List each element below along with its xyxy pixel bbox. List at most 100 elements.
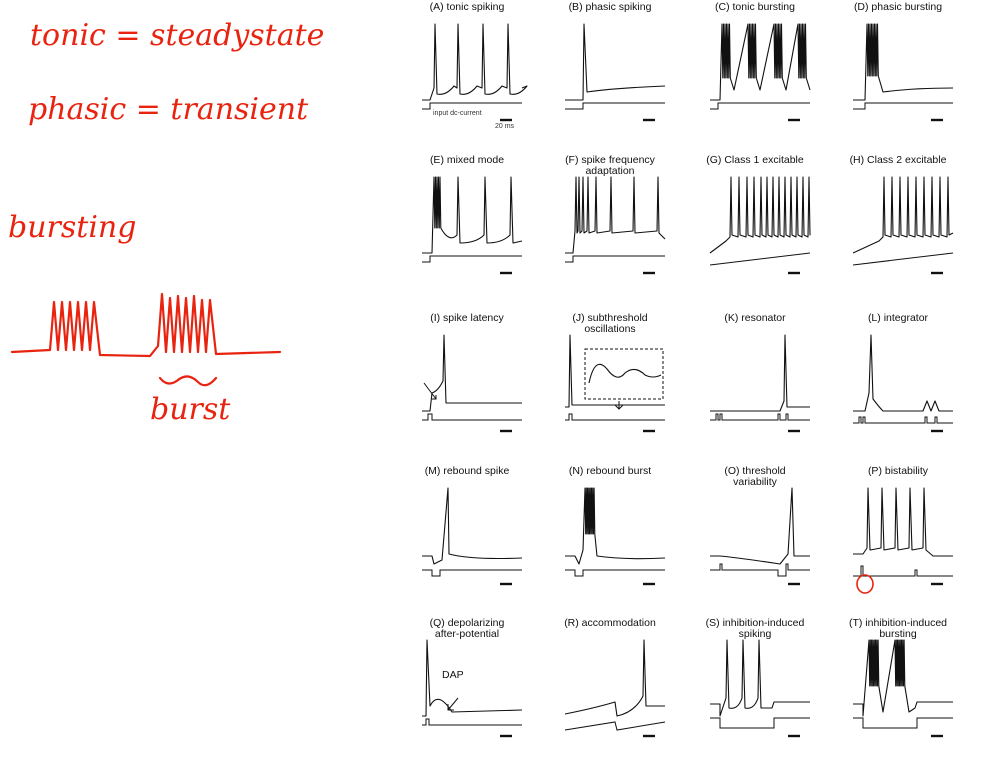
membrane-potential-trace [852, 176, 954, 254]
membrane-potential-trace [710, 639, 810, 717]
dap-arrow [447, 697, 459, 711]
panel-title: (C) tonic bursting [715, 1, 795, 13]
panel-title: (E) mixed mode [429, 154, 505, 166]
membrane-potential-trace [710, 487, 810, 565]
panel-trace-svg [564, 639, 666, 738]
panel-J: (J) subthreshold oscillations [540, 313, 680, 463]
panel-trace-svg [422, 639, 523, 738]
membrane-potential-trace [710, 23, 811, 101]
panel-B: (B) phasic spiking [540, 2, 680, 152]
panel-trace-svg [422, 334, 522, 433]
membrane-potential-trace [422, 23, 528, 101]
input-current-trace [710, 717, 810, 729]
input-current-trace [710, 413, 810, 421]
panel-F: (F) spike frequency adaptation [540, 155, 680, 305]
input-current-trace [853, 102, 953, 110]
input-current-trace [565, 413, 665, 421]
panel-title: (K) resonator [724, 312, 786, 324]
panel-trace-svg [565, 176, 666, 275]
input-current-trace [852, 252, 954, 266]
panel-trace-svg [852, 176, 954, 275]
input-current-trace [853, 565, 953, 577]
panel-E: (E) mixed mode [397, 155, 537, 305]
panel-title: (Q) depolarizing after-potential [429, 617, 505, 640]
panel-trace-svg [565, 334, 665, 433]
panel-title: (R) accommodation [564, 617, 656, 629]
panel-trace-svg [422, 176, 523, 275]
panel-trace-svg [709, 176, 811, 275]
panel-title: (M) rebound spike [424, 465, 510, 477]
panel-L: (L) integrator [828, 313, 968, 463]
panel-title: (I) spike latency [430, 312, 504, 324]
membrane-potential-trace [564, 639, 665, 717]
panel-title: (F) spike frequency adaptation [565, 154, 655, 177]
membrane-potential-trace [565, 23, 666, 101]
panel-trace-svg [853, 487, 953, 594]
panel-trace-svg [422, 487, 523, 586]
panel-S: (S) inhibition-induced spiking [685, 618, 825, 768]
panel-trace-svg [710, 23, 811, 122]
membrane-potential-trace [710, 334, 810, 412]
membrane-potential-trace [565, 334, 665, 408]
panel-A: (A) tonic spiking input dc-current 20 ms [397, 2, 537, 152]
input-current-trace [710, 102, 810, 110]
latency-arrow [423, 382, 437, 400]
inset-arrow [614, 401, 624, 410]
panel-Q: (Q) depolarizing after-potential DAP [397, 618, 537, 768]
panel-trace-svg [853, 23, 954, 122]
input-current-trace [422, 569, 522, 577]
input-current-trace [422, 413, 522, 421]
panel-title: (P) bistability [867, 465, 929, 477]
panel-P: (P) bistability [828, 466, 968, 616]
panel-I: (I) spike latency [397, 313, 537, 463]
panel-trace-svg [565, 487, 666, 586]
panel-T: (T) inhibition-induced bursting [828, 618, 968, 768]
note-phasic: phasic = transient [28, 92, 309, 127]
membrane-potential-trace [853, 639, 953, 717]
panel-trace-svg [565, 23, 666, 122]
panel-title: (B) phasic spiking [568, 1, 652, 13]
inset-box [584, 348, 664, 400]
panel-title: (O) threshold variability [724, 465, 786, 488]
note-burst: burst [150, 392, 231, 427]
scale-label: 20 ms [495, 123, 515, 130]
panel-title: (G) Class 1 excitable [706, 154, 804, 166]
membrane-potential-trace [565, 176, 666, 254]
input-current-trace [422, 718, 522, 726]
panel-trace-svg [422, 23, 528, 122]
panel-trace-svg [853, 639, 953, 738]
input-current-trace [422, 102, 522, 110]
input-current-trace [853, 717, 953, 729]
burst-sketch [10, 292, 282, 387]
red-circle-mark [856, 574, 874, 594]
panel-title: (J) subthreshold oscillations [572, 312, 648, 335]
panel-title: (L) integrator [867, 312, 929, 324]
panel-title: (D) phasic bursting [853, 1, 943, 13]
input-current-trace [565, 255, 665, 263]
membrane-potential-trace [422, 176, 523, 254]
panel-title: (T) inhibition-induced bursting [848, 617, 948, 640]
membrane-potential-trace [422, 487, 523, 565]
input-current-trace [853, 416, 953, 424]
membrane-potential-trace [709, 176, 811, 254]
panel-O: (O) threshold variability [685, 466, 825, 616]
panel-H: (H) Class 2 excitable [828, 155, 968, 305]
panel-trace-svg [853, 334, 953, 433]
input-current-label: input dc-current [433, 110, 482, 117]
input-current-trace [709, 252, 811, 266]
input-current-trace [710, 563, 810, 577]
note-bursting: bursting [8, 210, 137, 245]
inset-oscillation-trace [588, 363, 662, 384]
membrane-potential-trace [422, 334, 522, 412]
input-current-trace [565, 102, 665, 110]
input-current-trace [422, 255, 522, 263]
panel-title: (H) Class 2 excitable [849, 154, 947, 166]
panel-title: (S) inhibition-induced spiking [705, 617, 805, 640]
dap-label: DAP [442, 669, 464, 681]
membrane-potential-trace [565, 487, 666, 565]
note-tonic: tonic = steadystate [30, 18, 325, 53]
membrane-potential-trace [853, 334, 953, 412]
panel-C: (C) tonic bursting [685, 2, 825, 152]
panel-N: (N) rebound burst [540, 466, 680, 616]
membrane-potential-trace [853, 487, 953, 557]
